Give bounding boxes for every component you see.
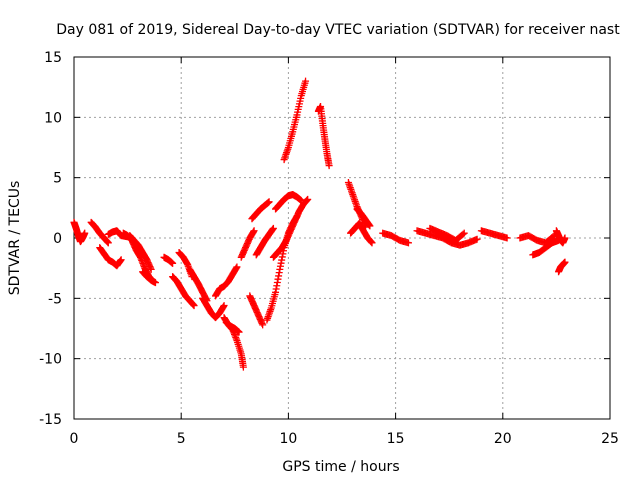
x-tick-label: 10	[279, 431, 297, 447]
data-point	[220, 302, 228, 310]
series-arc-31	[477, 227, 511, 242]
y-axis-label: SDTVAR / TECUs	[7, 181, 23, 296]
y-tick-label: -10	[39, 352, 62, 368]
data-point	[147, 265, 155, 273]
data-point	[265, 198, 273, 206]
series-arc-21	[269, 195, 312, 261]
series-arc-10	[175, 248, 196, 281]
x-tick-label: 25	[601, 431, 619, 447]
tick-labels: 0 5 10 15 20 25 -15 -10 -5 0 5 10 15	[39, 50, 619, 447]
x-tick-label: 15	[387, 431, 405, 447]
data-point	[81, 229, 89, 237]
data-point	[190, 302, 198, 310]
series-arc-06	[126, 232, 155, 273]
series-arc-15	[222, 318, 243, 336]
data-point	[561, 258, 569, 266]
y-tick-label: -5	[48, 291, 62, 307]
series-arc-30	[426, 224, 468, 244]
data-point	[473, 235, 481, 243]
series-arc-09	[169, 273, 198, 310]
data-point	[561, 234, 569, 242]
y-tick-label: 5	[53, 171, 62, 187]
data-point	[235, 328, 243, 336]
data-point	[233, 263, 241, 271]
data-point	[250, 227, 258, 235]
series-arc-26	[347, 220, 376, 247]
data-point	[366, 222, 374, 230]
data-point	[151, 279, 159, 287]
series-arc-08	[160, 253, 177, 267]
data-point	[259, 321, 267, 329]
data-point	[302, 77, 310, 85]
data-point	[117, 256, 125, 264]
series-arc-23	[280, 77, 310, 164]
series-arc-22	[272, 191, 305, 213]
series-arc-27	[353, 205, 374, 230]
x-tick-label: 5	[177, 431, 186, 447]
y-tick-label: 10	[44, 110, 62, 126]
data-point	[269, 224, 277, 232]
series-arc-19	[252, 224, 277, 259]
data-point	[503, 234, 511, 242]
x-axis-label: GPS time / hours	[282, 459, 399, 475]
series-arc-24	[314, 102, 333, 170]
data-point	[104, 239, 112, 247]
series-arc-01	[70, 218, 89, 246]
chart-title: Day 081 of 2019, Sidereal Day-to-day VTE…	[56, 22, 620, 38]
series-arc-07	[139, 268, 159, 287]
data-marks	[70, 77, 569, 371]
series-arc-28	[379, 229, 412, 247]
series-arc-03	[96, 244, 125, 270]
data-point	[404, 239, 412, 247]
series-arc-35	[555, 258, 569, 276]
data-point	[304, 195, 312, 203]
data-point	[460, 229, 468, 237]
data-point	[368, 239, 376, 247]
series-arc-34	[552, 227, 569, 247]
series-arc-16	[237, 227, 258, 261]
series-arc-32	[516, 232, 558, 247]
series-arc-18	[248, 198, 273, 223]
series-arc-02	[87, 218, 112, 247]
x-tick-label: 0	[70, 431, 79, 447]
y-tick-label: 15	[44, 50, 62, 66]
data-point	[239, 363, 247, 371]
y-tick-label: 0	[53, 231, 62, 247]
data-point	[459, 230, 467, 238]
series-arc-13	[212, 263, 241, 300]
x-tick-label: 20	[494, 431, 512, 447]
data-point	[325, 162, 333, 170]
series-arc-17	[246, 292, 267, 329]
y-tick-label: -15	[39, 412, 62, 428]
series-arc-12	[199, 294, 228, 322]
data-point	[297, 197, 305, 205]
data-point	[169, 259, 177, 267]
